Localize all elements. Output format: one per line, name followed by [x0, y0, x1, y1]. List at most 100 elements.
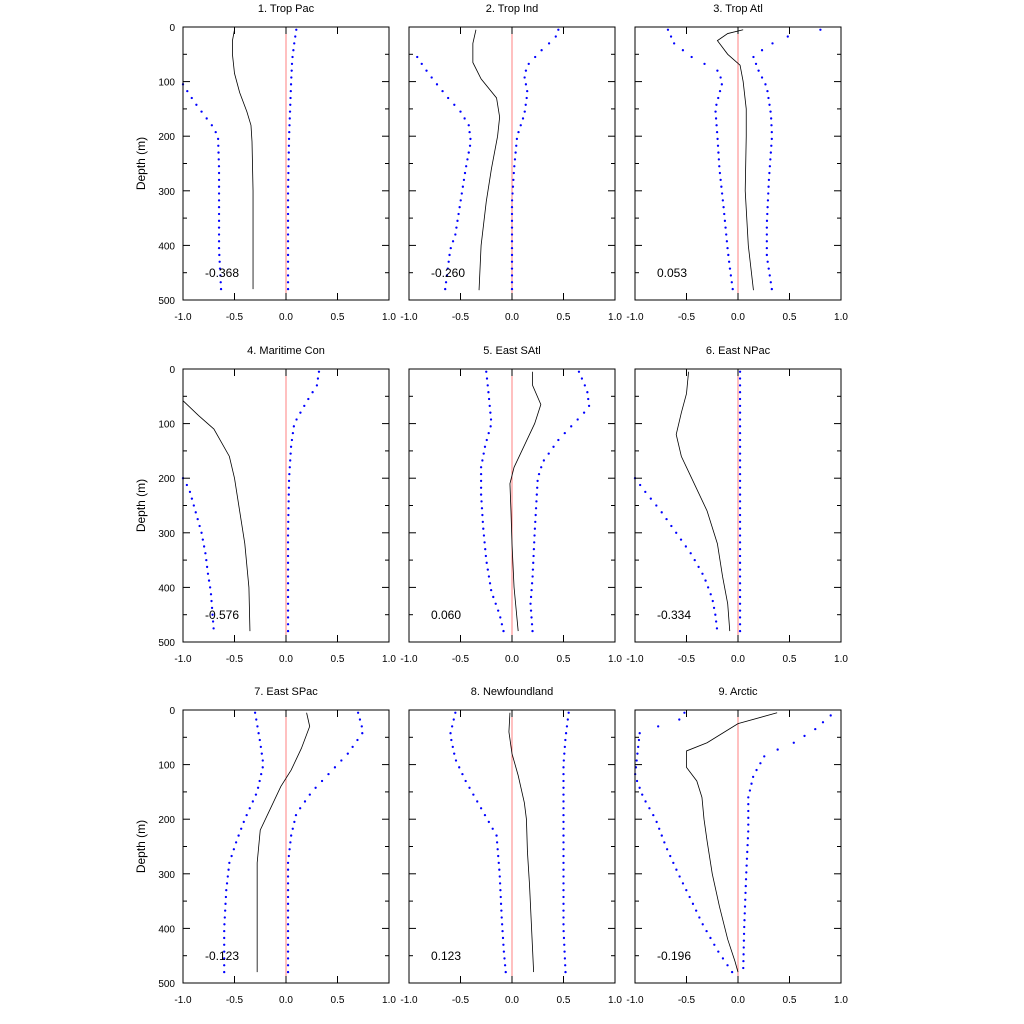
upper-bound-point: [582, 411, 586, 414]
upper-bound-point: [738, 411, 742, 414]
upper-bound-point: [521, 117, 525, 120]
upper-bound-point: [738, 609, 742, 612]
upper-bound-point: [742, 932, 746, 936]
panel-3: 3. Trop Atl 0.053 -1.0 -0.5 0.0 0.5 1.0: [626, 3, 848, 323]
lower-bound-point: [665, 848, 669, 851]
upper-bound-point: [547, 42, 551, 45]
lower-bound-point: [453, 103, 456, 106]
upper-bound-series: [286, 370, 321, 633]
upper-bound-point: [563, 432, 566, 435]
lower-bound-point: [454, 759, 458, 762]
lower-bound-point: [503, 957, 506, 960]
upper-bound-point: [814, 727, 817, 731]
upper-bound-point: [287, 158, 290, 161]
lower-bound-point: [217, 233, 221, 236]
lower-bound-point: [678, 718, 681, 721]
upper-bound-point: [738, 384, 742, 387]
upper-bound-point: [563, 950, 566, 953]
x-tick-label: -0.5: [452, 995, 470, 1006]
lower-bound-series: [223, 711, 264, 974]
lower-bound-point: [713, 943, 716, 946]
upper-bound-point: [529, 595, 533, 599]
upper-bound-point: [744, 891, 747, 895]
lower-bound-point: [441, 90, 444, 93]
upper-bound-point: [564, 964, 567, 967]
lower-bound-point: [227, 868, 230, 871]
upper-bound-point: [286, 219, 290, 222]
upper-bound-point: [738, 486, 742, 489]
upper-bound-point: [532, 561, 535, 564]
upper-bound-point: [562, 834, 565, 837]
lower-bound-point: [217, 165, 221, 168]
lower-bound-point: [502, 943, 505, 946]
lower-bound-point: [691, 902, 695, 905]
upper-bound-point: [562, 854, 565, 858]
lower-bound-point: [463, 171, 467, 175]
lower-bound-point: [217, 178, 221, 182]
lower-bound-point: [637, 738, 641, 742]
upper-bound-point: [562, 807, 565, 810]
upper-bound-point: [287, 178, 290, 182]
upper-bound-point: [514, 151, 517, 154]
upper-bound-point: [512, 171, 515, 175]
upper-bound-point: [356, 711, 360, 714]
upper-bound-series: [286, 28, 298, 291]
lower-bound-point: [217, 151, 220, 154]
lower-bound-point: [465, 165, 468, 168]
upper-bound-point: [748, 789, 752, 792]
lower-bound-point: [217, 192, 221, 195]
upper-bound-point: [288, 466, 291, 469]
lower-bound-point: [479, 479, 483, 483]
upper-bound-point: [562, 882, 565, 885]
lower-bound-point: [729, 274, 733, 277]
lower-bound-point: [450, 725, 454, 728]
upper-bound-point: [287, 493, 290, 496]
upper-bound-point: [765, 226, 768, 229]
upper-bound-point: [333, 766, 337, 769]
lower-bound-point: [663, 841, 666, 844]
upper-bound-point: [770, 130, 773, 134]
upper-bound-point: [562, 848, 565, 851]
panel-value-label: -0.334: [657, 608, 691, 622]
lower-bound-point: [487, 575, 491, 578]
lower-bound-point: [248, 807, 251, 810]
lower-bound-point: [489, 425, 492, 428]
lower-bound-point: [500, 916, 503, 919]
upper-bound-series: [752, 28, 822, 291]
y-tick-label: 200: [158, 815, 175, 826]
lower-bound-point: [457, 212, 460, 216]
x-tick-label: 1.0: [382, 995, 396, 1006]
x-tick-label: 0.0: [731, 654, 745, 665]
upper-bound-point: [286, 923, 290, 926]
lower-bound-point: [258, 779, 261, 783]
upper-bound-point: [286, 868, 290, 871]
y-tick-label: 400: [158, 241, 175, 252]
upper-bound-point: [742, 966, 745, 970]
upper-bound-point: [524, 83, 528, 86]
upper-bound-point: [557, 438, 560, 442]
upper-bound-point: [510, 206, 514, 209]
lower-bound-point: [204, 552, 207, 555]
lower-bound-point: [717, 158, 721, 161]
lower-bound-point: [219, 274, 222, 277]
lower-bound-point: [648, 807, 651, 810]
upper-bound-point: [286, 909, 290, 912]
upper-bound-series: [286, 711, 364, 974]
lower-bound-point: [487, 820, 490, 824]
lower-bound-point: [709, 936, 712, 940]
lower-bound-point: [251, 800, 254, 803]
upper-bound-point: [287, 520, 290, 524]
lower-bound-point: [205, 565, 209, 569]
lower-bound-point: [727, 253, 730, 257]
upper-bound-point: [540, 466, 543, 469]
lower-bound-point: [698, 916, 701, 919]
upper-bound-point: [510, 267, 514, 270]
lower-bound-point: [718, 171, 722, 175]
upper-bound-point: [552, 445, 555, 448]
lower-bound-point: [487, 391, 490, 394]
panel-9: 9. Arctic -0.196 -1.0 -0.5 0.0 0.5 1.0: [626, 686, 848, 1006]
upper-bound-point: [287, 165, 290, 168]
upper-bound-point: [738, 466, 742, 469]
lower-bound-point: [723, 212, 726, 216]
upper-bound-point: [307, 397, 310, 401]
